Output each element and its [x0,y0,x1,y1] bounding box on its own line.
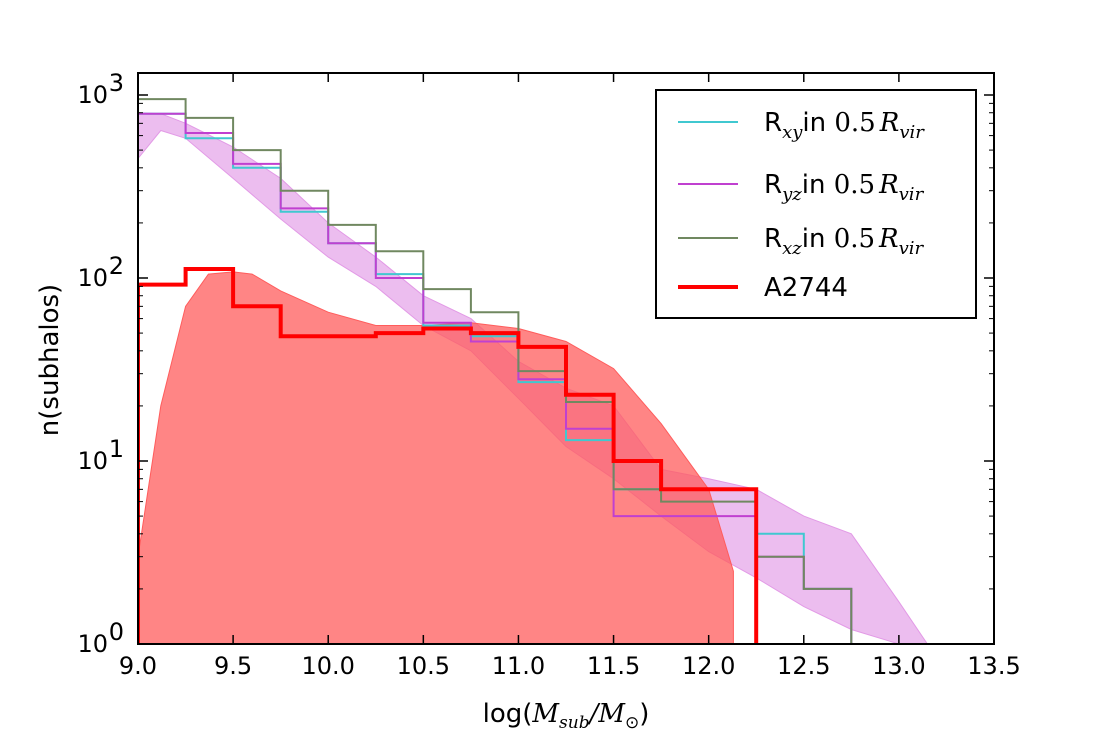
y-tick-base: 10 [77,630,108,658]
x-tick-label: 10.5 [397,652,450,680]
legend-ryz-rsub: vir [899,184,925,205]
y-tick-base: 10 [77,264,108,292]
x-tick-label: 9.5 [214,652,252,680]
y-tick-base: 10 [77,447,108,475]
series-layer [138,98,853,644]
y-tick-exponent: 3 [109,69,124,97]
legend-rxz-rsub: vir [899,238,925,259]
legend-rxy-num: 0.5 [834,108,875,138]
x-tick-label: 10.0 [302,652,355,680]
ticks-layer: 9.0 9.5 10.0 10.5 11.0 11.5 12.0 12.5 13.0 13.510… [77,69,1020,680]
plot-frame [137,72,995,645]
x-tick-label: 13.0 [872,652,925,680]
y-tick-exponent: 1 [109,435,124,463]
legend-rxy-rsub: vir [899,122,925,143]
y-tick-exponent: 2 [109,252,124,280]
legend-rxy-mid: in [802,108,834,138]
x-tick-label: 12.0 [682,652,735,680]
legend-rxz-r: R [878,224,899,254]
x-label-suffix: ) [639,699,649,729]
x-label-den: M [597,699,626,729]
legend-ryz-r: R [878,170,899,200]
legend-ryz-num: 0.5 [834,170,875,200]
y-tick-exponent: 0 [109,618,124,646]
x-label-num: M [531,699,560,729]
legend-rxz-mid: in [802,224,834,254]
legend-box [655,89,977,319]
band-A2744-error-lower-mass [138,271,734,644]
y-tick-base: 10 [77,81,108,109]
legend-label-rxy: Rxyin 0.5 Rvir [764,108,925,143]
x-tick-label: 12.5 [777,652,830,680]
y-tick-label: 10 [77,630,108,658]
legend-label-ryz: Ryzin 0.5 Rvir [764,170,925,205]
legend-rxy-r: R [879,108,900,138]
legend-label-a2744: A2744 [764,273,848,303]
x-tick-label: 11.0 [492,652,545,680]
legend-rxy-sub: xy [782,122,803,143]
legend-rxz-prefix: R [764,224,782,254]
x-tick-label: 9.0 [119,652,157,680]
x-label-den-sub: ⊙ [625,713,639,733]
x-tick-label: 11.5 [587,652,640,680]
y-tick-label: 10 [77,81,108,109]
x-tick-label: 13.5 [967,652,1020,680]
x-axis-label: log(Msub/M⊙) [483,699,650,733]
legend-rxy-prefix: R [764,108,782,138]
series-line-a2744 [138,267,759,644]
y-tick-label: 10 [77,447,108,475]
legend-rxz-num: 0.5 [834,224,875,254]
x-label-sep: / [587,699,601,729]
legend-rxz-sub: xz [782,238,802,259]
x-label-num-sub: sub [559,713,590,733]
legend-ryz-prefix: R [764,170,782,200]
legend-label-rxz: Rxzin 0.5 Rvir [764,224,925,259]
legend-ryz-sub: yz [781,184,802,205]
legend-ryz-mid: in [802,170,834,200]
y-axis-label: n(subhalos) [35,284,65,436]
y-tick-label: 10 [77,264,108,292]
legend: Rxyin 0.5 Rvir Ryzin 0.5 Rvir Rxzin 0.5 Rvi… [655,89,977,319]
x-label-prefix: log( [483,699,533,729]
